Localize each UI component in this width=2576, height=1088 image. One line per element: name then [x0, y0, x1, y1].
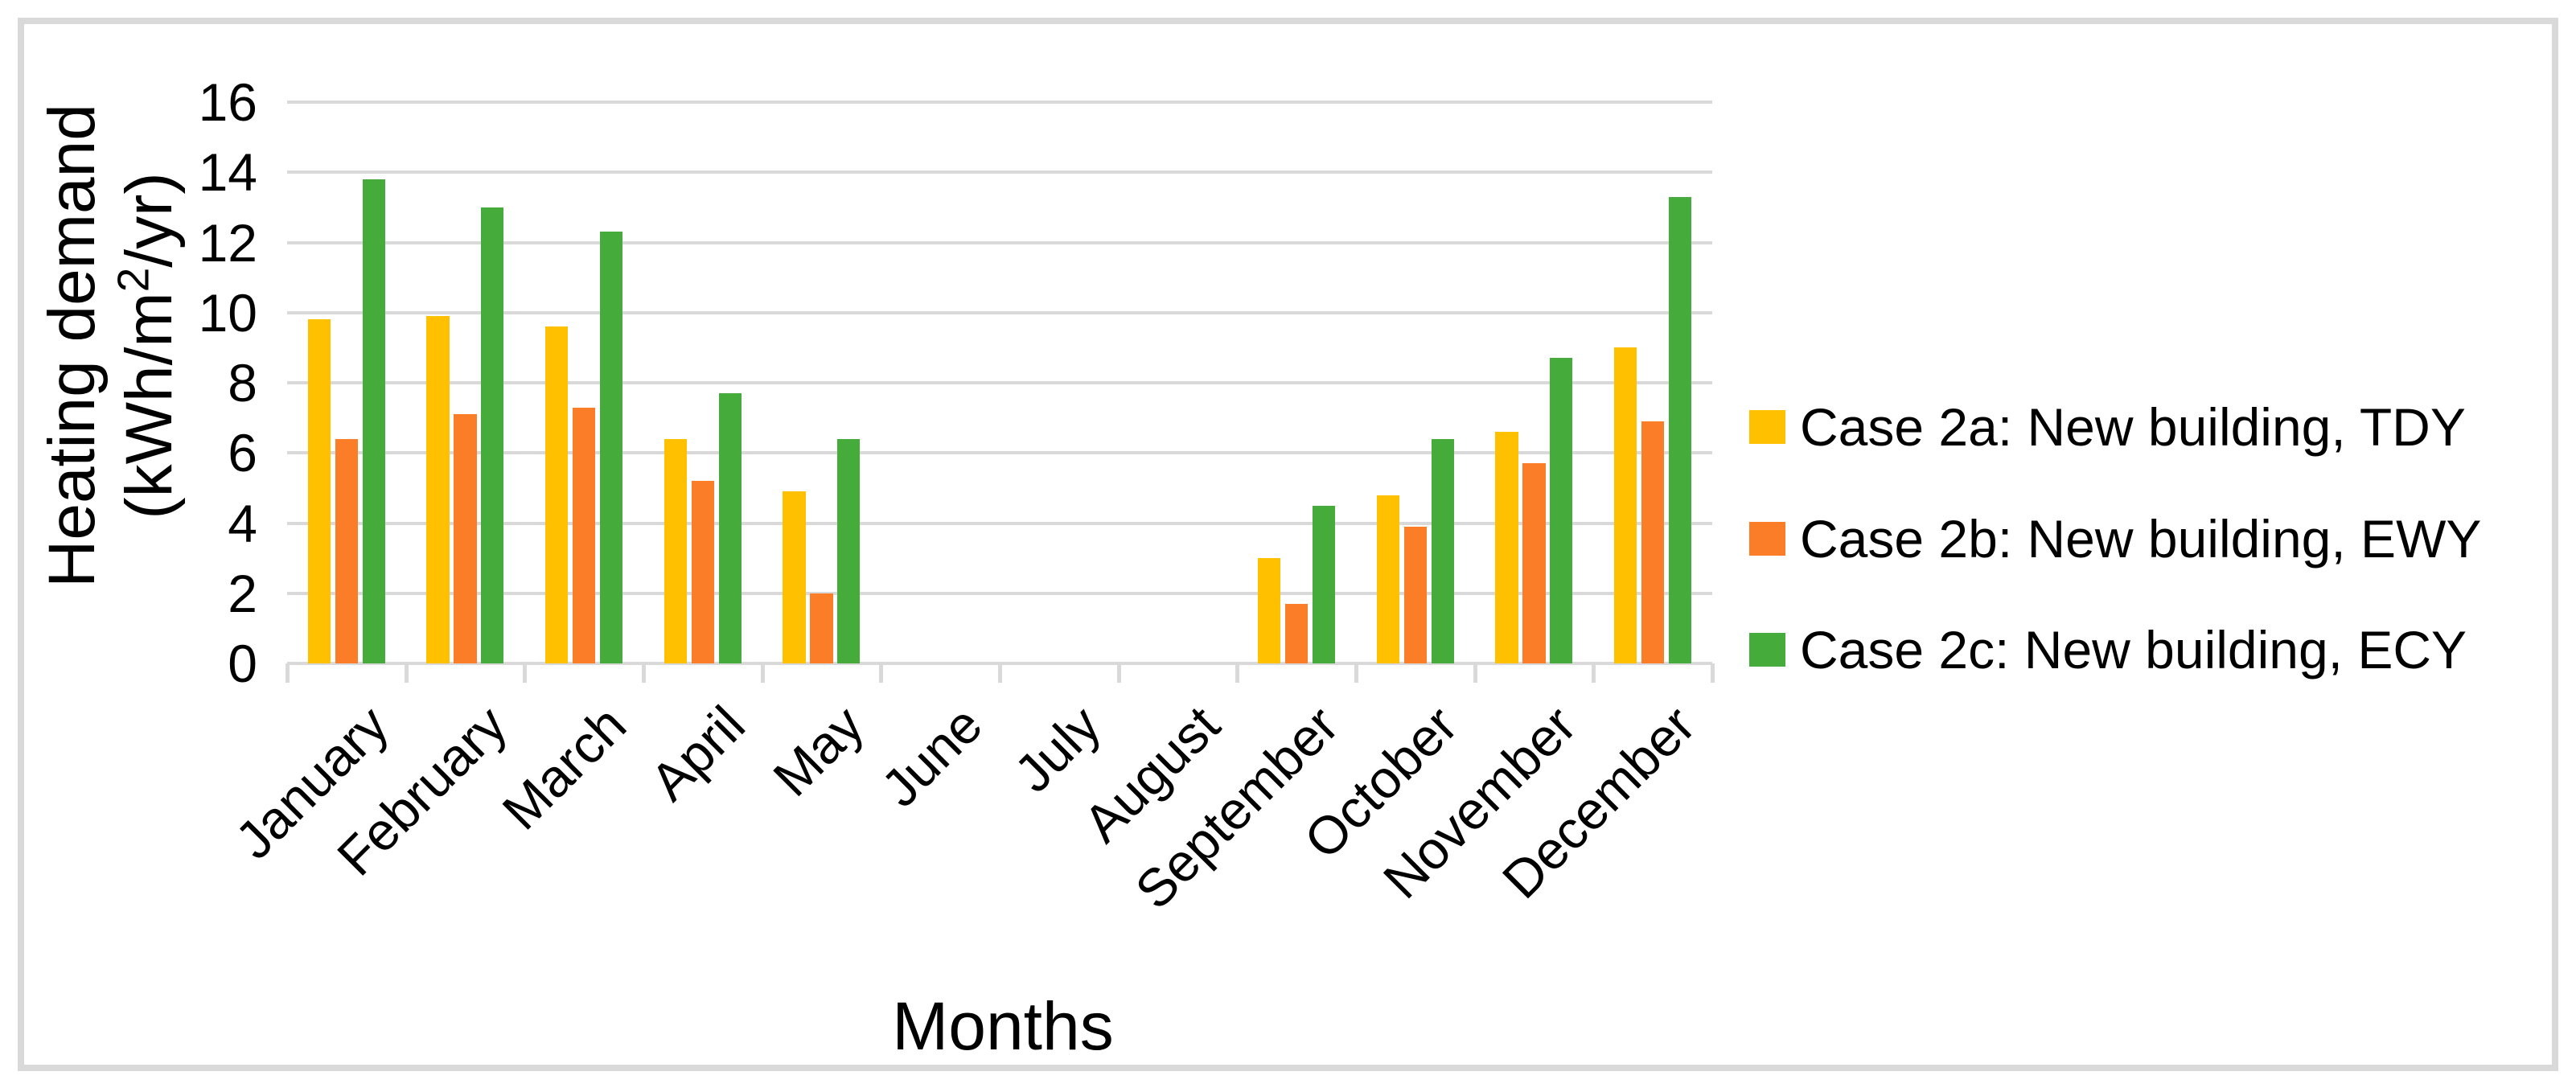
y-tick-label-12: 12	[198, 212, 257, 273]
y-tick-label-2: 2	[228, 563, 257, 623]
bar-december-series1	[1614, 347, 1637, 663]
legend-row-2: Case 2b: New building, EWY	[1749, 505, 2481, 573]
category-slot-july	[1000, 102, 1119, 663]
gridline-6	[287, 451, 1712, 455]
gridline-10	[287, 310, 1712, 314]
bar-january-series3	[362, 179, 385, 663]
legend-label-series2: Case 2b: New building, EWY	[1800, 509, 2482, 569]
category-slot-april	[643, 102, 762, 663]
y-axis-title-line1: Heating demand	[35, 104, 109, 588]
gridline-4	[287, 521, 1712, 525]
y-axis-title-superscript: 2	[108, 267, 158, 293]
x-tick-mark-11	[1592, 663, 1596, 683]
x-tick-mark-9	[1354, 663, 1358, 683]
x-tick-mark-7	[1116, 663, 1121, 683]
bar-march-series1	[545, 326, 569, 663]
bar-january-series1	[307, 319, 331, 663]
category-slot-february	[406, 102, 525, 663]
bar-may-series1	[783, 491, 806, 663]
bar-slots	[287, 102, 1712, 663]
bar-january-series2	[335, 438, 358, 663]
gridline-16	[287, 101, 1712, 104]
x-tick-mark-6	[998, 663, 1002, 683]
x-tick-mark-3	[642, 663, 646, 683]
x-tick-mark-2	[523, 663, 528, 683]
plot-area	[287, 101, 1712, 665]
category-slot-october	[1356, 102, 1475, 663]
legend-marker-series3	[1749, 633, 1785, 667]
bar-october-series3	[1431, 438, 1454, 663]
y-tick-label-8: 8	[228, 353, 257, 413]
x-tick-mark-4	[760, 663, 765, 683]
bar-february-series3	[481, 207, 504, 663]
category-slot-december	[1593, 102, 1712, 663]
category-slot-june	[881, 102, 1000, 663]
gridline-12	[287, 240, 1712, 244]
bar-october-series2	[1403, 526, 1427, 663]
bar-november-series1	[1495, 432, 1518, 663]
bar-march-series2	[573, 407, 596, 663]
category-slot-november	[1475, 102, 1594, 663]
bar-november-series3	[1550, 358, 1573, 663]
y-tick-label-14: 14	[198, 142, 257, 203]
category-slot-may	[762, 102, 881, 663]
category-slot-august	[1119, 102, 1238, 663]
bar-february-series1	[426, 316, 450, 663]
gridline-2	[287, 591, 1712, 595]
bar-september-series3	[1313, 505, 1336, 663]
x-tick-mark-8	[1235, 663, 1240, 683]
bar-may-series3	[837, 438, 861, 663]
x-tick-mark-0	[286, 663, 290, 683]
bar-september-series1	[1258, 558, 1281, 663]
category-slot-september	[1237, 102, 1356, 663]
bar-november-series2	[1522, 463, 1546, 663]
bar-april-series3	[718, 393, 742, 663]
y-tick-label-10: 10	[198, 282, 257, 343]
legend-label-series3: Case 2c: New building, ECY	[1800, 620, 2467, 679]
y-tick-label-0: 0	[228, 634, 257, 693]
legend-marker-series2	[1749, 522, 1785, 556]
legend-label-series1: Case 2a: New building, TDY	[1800, 397, 2466, 457]
y-tick-label-6: 6	[228, 423, 257, 483]
bar-october-series1	[1376, 495, 1399, 663]
category-slot-january	[287, 102, 406, 663]
x-axis-title: Months	[892, 988, 1114, 1064]
gridline-14	[287, 170, 1712, 174]
x-tick-mark-10	[1473, 663, 1477, 683]
x-tick-mark-1	[404, 663, 409, 683]
x-tick-mark-5	[879, 663, 884, 683]
bar-may-series2	[810, 593, 833, 663]
category-slot-march	[524, 102, 643, 663]
bar-april-series2	[691, 481, 714, 663]
gridline-8	[287, 381, 1712, 384]
bar-december-series3	[1669, 196, 1692, 663]
x-tick-mark-12	[1711, 663, 1715, 683]
bar-april-series1	[664, 438, 687, 663]
legend-row-1: Case 2a: New building, TDY	[1749, 393, 2466, 461]
y-tick-label-16: 16	[198, 72, 257, 132]
legend-marker-series1	[1749, 410, 1785, 444]
legend-row-3: Case 2c: New building, ECY	[1749, 616, 2467, 684]
y-tick-label-4: 4	[228, 493, 257, 553]
bar-february-series2	[454, 414, 477, 663]
bar-december-series2	[1641, 421, 1665, 663]
bar-march-series3	[600, 232, 623, 663]
bar-september-series2	[1285, 603, 1309, 663]
